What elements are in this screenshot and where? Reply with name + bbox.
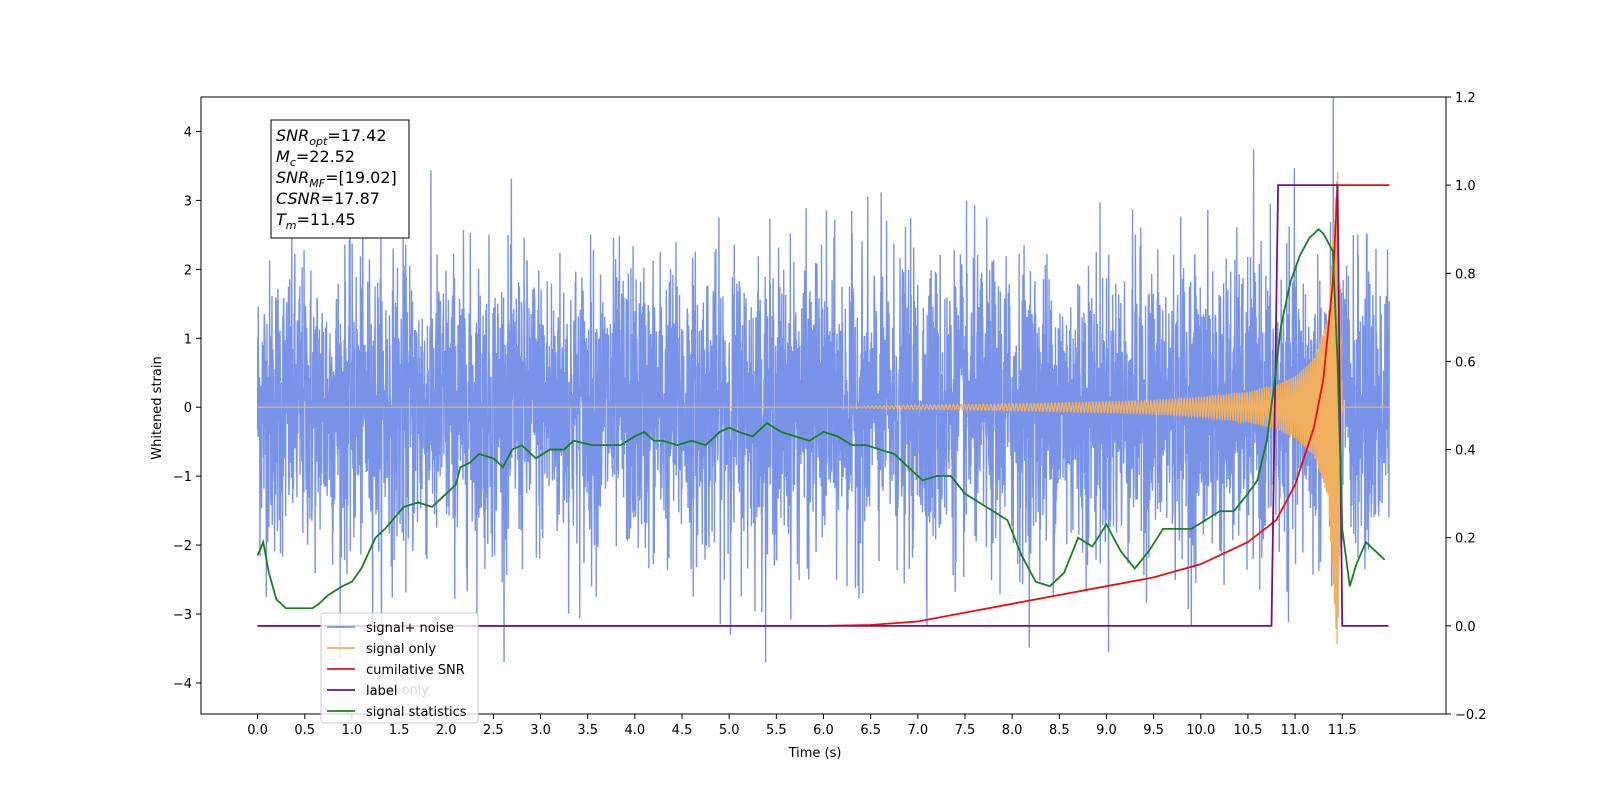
x-tick-label: 11.5: [1328, 723, 1357, 738]
x-tick-label: 2.5: [483, 723, 504, 738]
x-tick-label: 9.5: [1143, 723, 1164, 738]
y-tick-label: 2: [184, 263, 192, 278]
axes: 0.0 0.5 1.0 1.5 2.0 2.5 3.0 3.5 4.0 4.5 5.0 5.5 6.0 6…: [173, 91, 1487, 738]
info-box: SNRopt=17.42Mc=22.52SNRMF=[19.02]CSNR=17…: [270, 119, 410, 239]
y-tick-label: −1: [173, 470, 192, 485]
x-tick-label: 11.0: [1281, 723, 1310, 738]
plot-area: [256, 97, 1391, 663]
info-line: CSNR=17.87: [276, 189, 380, 208]
x-tick-label: 6.5: [860, 723, 881, 738]
y-axis-label: Whitened strain: [150, 356, 165, 459]
x-tick-label: 1.5: [389, 723, 410, 738]
x-tick-label: 5.0: [719, 723, 740, 738]
x-tick-label: 8.0: [1002, 723, 1023, 738]
x-tick-label: 7.5: [955, 723, 976, 738]
x-tick-label: 1.0: [342, 723, 363, 738]
y2-tick-label: 0.6: [1455, 355, 1476, 370]
x-tick-label: 7.0: [907, 723, 928, 738]
y-tick-label: −2: [173, 539, 192, 554]
legend-entry: signal statistics: [366, 705, 467, 720]
x-tick-label: 10.0: [1186, 723, 1215, 738]
x-tick-label: 5.5: [766, 723, 787, 738]
y2-tick-label: 0.8: [1455, 267, 1476, 282]
x-tick-label: 8.5: [1049, 723, 1070, 738]
legend-entry: label: [366, 684, 397, 699]
info-line: SNRMF=[19.02]: [276, 168, 397, 190]
y2-tick-label: 1.0: [1455, 179, 1476, 194]
y-tick-label: 1: [184, 332, 192, 347]
x-tick-label: 4.5: [672, 723, 693, 738]
info-box-frame: [270, 119, 410, 239]
series-signal-plus-noise: [256, 97, 1391, 663]
x-tick-label: 6.0: [813, 723, 834, 738]
series-signal-only: [257, 171, 1390, 645]
legend: label only signal+ noise signal only cumila…: [320, 612, 479, 724]
y-tick-label: −4: [173, 677, 192, 692]
x-tick-label: 3.5: [577, 723, 598, 738]
legend-entry: cumilative SNR: [366, 663, 465, 678]
y2-tick-label: 1.2: [1455, 91, 1476, 106]
x-axis-label: Time (s): [788, 746, 842, 761]
legend-entry: signal+ noise: [366, 621, 454, 636]
info-line: Tm=11.45: [276, 210, 356, 232]
x-tick-label: 2.0: [436, 723, 457, 738]
x-tick-label: 10.5: [1233, 723, 1262, 738]
series-cumulative-snr: [257, 184, 1390, 627]
series-signal-statistics: [256, 227, 1386, 610]
y2-tick-label: 0.0: [1455, 620, 1476, 635]
x-tick-label: 4.0: [625, 723, 646, 738]
y2-tick-label: −0.2: [1455, 708, 1487, 723]
y2-tick-label: 0.4: [1455, 444, 1476, 459]
legend-text-label-only: label only: [366, 683, 429, 698]
x-tick-label: 3.0: [530, 723, 551, 738]
series-label: [257, 184, 1389, 627]
y2-tick-label: 0.2: [1455, 532, 1476, 547]
x-tick-label: 9.0: [1096, 723, 1117, 738]
x-tick-label: 0.5: [294, 723, 315, 738]
legend-frame: [320, 612, 479, 724]
info-line: Mc=22.52: [276, 147, 355, 169]
x-tick-label: 0.0: [247, 723, 268, 738]
y-tick-label: 4: [184, 125, 192, 140]
y-tick-label: 0: [184, 401, 192, 416]
info-line: SNRopt=17.42: [276, 126, 387, 148]
y-tick-label: 3: [184, 194, 192, 209]
y-tick-label: −3: [173, 608, 192, 623]
legend-entry: signal only: [366, 642, 436, 657]
